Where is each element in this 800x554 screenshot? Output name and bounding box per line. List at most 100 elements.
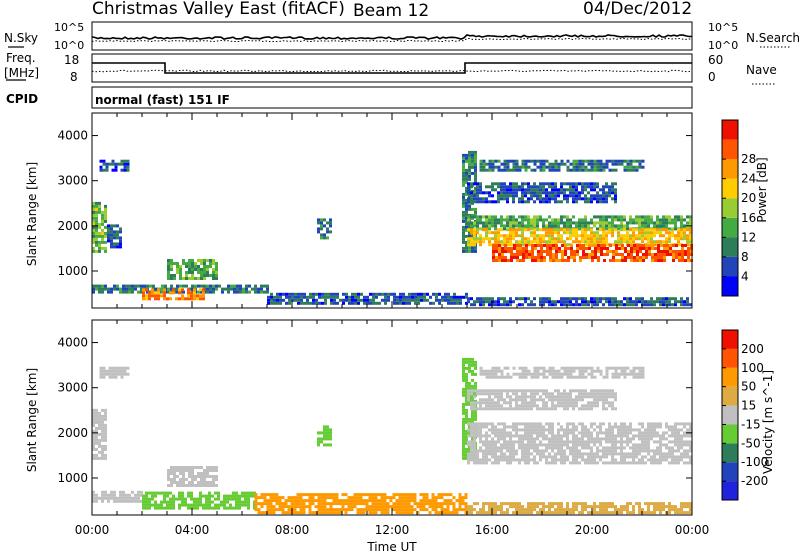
- velocity-cell: [590, 434, 593, 438]
- velocity-ytick-label: 4000: [57, 336, 88, 350]
- velocity-cell: [674, 455, 677, 459]
- power-cell: [594, 247, 597, 250]
- power-cell: [167, 277, 170, 280]
- power-cell: [488, 303, 491, 307]
- power-cell: [503, 194, 506, 198]
- velocity-cell: [647, 440, 650, 444]
- power-cell: [654, 253, 657, 256]
- power-cell: [191, 262, 194, 265]
- velocity-cell: [476, 458, 479, 462]
- power-cell: [215, 284, 218, 288]
- power-cell: [485, 221, 488, 225]
- velocity-cell: [125, 499, 128, 503]
- velocity-cell: [503, 389, 506, 393]
- power-cell: [503, 300, 506, 304]
- power-cell: [678, 253, 681, 256]
- velocity-cell: [524, 407, 527, 411]
- velocity-cell: [515, 425, 518, 429]
- power-cell: [522, 247, 525, 250]
- velocity-cell: [551, 434, 554, 438]
- velocity-cell: [494, 366, 498, 370]
- power-cell: [545, 218, 548, 222]
- velocity-cell: [632, 446, 635, 450]
- velocity-cell: [479, 461, 482, 465]
- velocity-cell: [572, 502, 575, 506]
- power-cell: [548, 191, 551, 195]
- velocity-cell: [581, 440, 584, 444]
- power-cell: [533, 224, 536, 228]
- velocity-cell: [206, 484, 209, 487]
- velocity-cell: [593, 422, 596, 426]
- velocity-cell: [530, 404, 533, 408]
- power-cell: [467, 237, 470, 241]
- power-cell: [142, 297, 145, 301]
- velocity-cell: [95, 438, 98, 442]
- velocity-cell: [542, 389, 545, 393]
- power-cell: [611, 303, 614, 307]
- power-cell: [315, 292, 318, 296]
- velocity-cell: [629, 452, 632, 456]
- power-cell: [482, 191, 485, 195]
- velocity-cell: [471, 396, 474, 400]
- power-cell: [584, 234, 587, 238]
- velocity-cell: [178, 497, 181, 501]
- velocity-cell: [536, 505, 539, 509]
- power-cell: [510, 259, 513, 262]
- velocity-cell: [515, 395, 518, 399]
- velocity-cell: [518, 458, 521, 462]
- velocity-cell: [235, 503, 238, 507]
- power-cell: [663, 247, 666, 250]
- power-cell: [531, 256, 534, 259]
- velocity-cell: [572, 431, 575, 435]
- power-cell: [473, 182, 476, 186]
- power-cell: [497, 240, 500, 244]
- power-cell: [233, 287, 236, 291]
- velocity-cell: [560, 443, 563, 447]
- power-cell: [590, 200, 593, 204]
- power-cell: [122, 290, 125, 294]
- velocity-cell: [380, 499, 384, 503]
- velocity-cell: [160, 491, 163, 495]
- power-cell: [488, 297, 491, 301]
- velocity-cell: [557, 434, 560, 438]
- velocity-cell: [665, 443, 668, 447]
- power-cell: [95, 204, 98, 208]
- velocity-cell: [422, 496, 426, 500]
- velocity-cell: [581, 395, 584, 399]
- velocity-cell: [590, 437, 593, 441]
- power-cell: [635, 300, 638, 304]
- power-cell: [623, 218, 626, 222]
- velocity-cell: [134, 493, 137, 497]
- velocity-cell: [539, 452, 542, 456]
- power-cell: [564, 247, 567, 250]
- power-cell: [551, 182, 554, 186]
- power-cell: [662, 303, 665, 307]
- power-cell: [542, 191, 545, 195]
- power-cell: [602, 215, 605, 219]
- power-cell: [465, 153, 468, 157]
- velocity-cell: [461, 499, 465, 503]
- velocity-cell: [605, 440, 608, 444]
- velocity-cell: [563, 398, 566, 402]
- velocity-cell: [98, 426, 101, 430]
- velocity-cell: [581, 375, 585, 379]
- power-cell: [677, 243, 680, 247]
- velocity-cell: [536, 366, 540, 370]
- velocity-cell: [269, 508, 273, 512]
- velocity-cell: [509, 437, 512, 441]
- power-cell: [468, 246, 471, 250]
- velocity-cell: [611, 389, 614, 393]
- power-cell: [474, 249, 477, 253]
- power-cell: [429, 295, 432, 299]
- velocity-cell: [188, 481, 191, 484]
- velocity-cell: [344, 493, 348, 497]
- power-cell: [471, 201, 474, 205]
- velocity-cell: [515, 505, 518, 509]
- power-cell: [288, 295, 291, 299]
- power-cell: [113, 233, 116, 237]
- power-cell: [506, 303, 509, 307]
- power-cell: [680, 218, 683, 222]
- power-cell: [470, 197, 473, 201]
- power-cell: [324, 301, 327, 305]
- power-cell: [599, 159, 603, 163]
